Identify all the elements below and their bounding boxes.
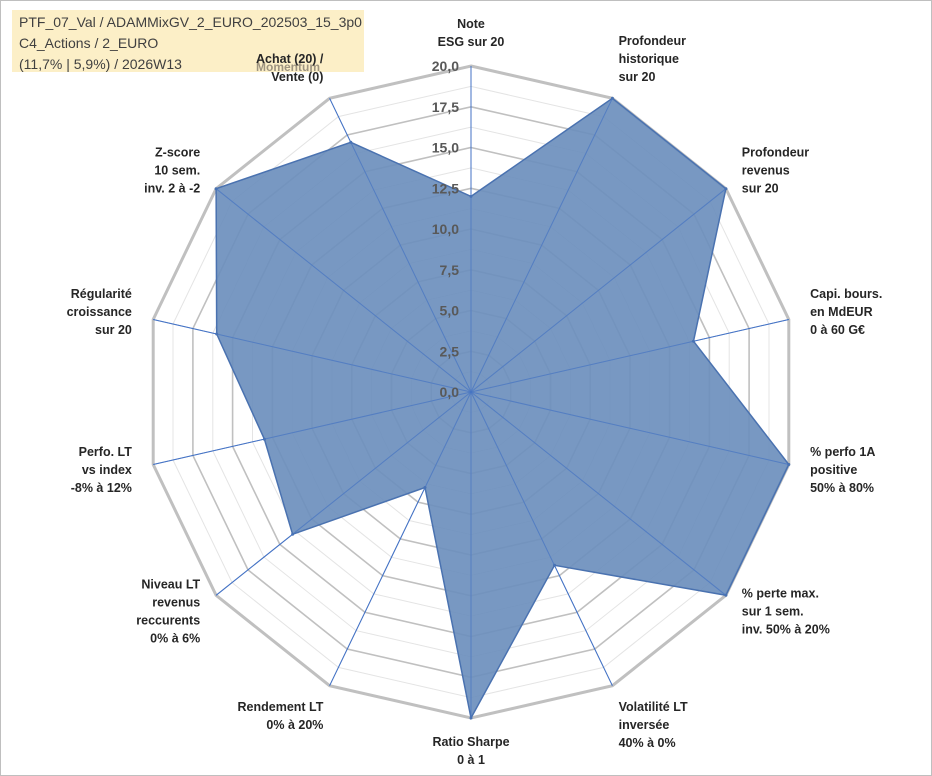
axis-spoke-overlay — [470, 391, 727, 596]
axis-label: Régularité croissance sur 20 — [67, 287, 132, 337]
axis-label-line: sur 1 sem. — [742, 605, 804, 619]
axis-label-line: historique — [619, 52, 679, 66]
axis-label-line: inv. 2 à -2 — [144, 181, 200, 195]
axis-label-line: revenus — [152, 596, 200, 610]
axis-spoke-overlay — [470, 391, 613, 686]
axis-spoke-overlay — [329, 98, 472, 393]
tick-label: 2,5 — [440, 343, 460, 359]
tick-label: 12,5 — [432, 180, 459, 196]
axis-label: Z-score 10 sem. inv. 2 à -2 — [144, 145, 200, 195]
tick-label: 20,0 — [432, 58, 459, 74]
axis-label-line: Note — [457, 17, 485, 31]
axis-spoke-overlay — [329, 391, 472, 686]
portfolio-category: C4_Actions / 2_EURO — [19, 35, 159, 51]
axis-label-line: reccurents — [136, 614, 200, 628]
axis-label-line: 0% à 20% — [266, 718, 323, 732]
axis-label: Profondeur revenus sur 20 — [742, 145, 809, 195]
axis-label-line: en MdEUR — [810, 305, 873, 319]
axis-label-line: % perte max. — [742, 587, 819, 601]
axis-label-line: Vente (0) — [271, 70, 323, 84]
axis-label-line: Volatilité LT — [619, 700, 688, 714]
axis-label: Rendement LT 0% à 20% — [238, 700, 324, 732]
axis-label-line: Capi. bours. — [810, 287, 882, 301]
axis-label-line: Régularité — [71, 287, 132, 301]
axis-label: % perfo 1A positive 50% à 80% — [810, 445, 875, 495]
axis-label-line: inversée — [619, 718, 670, 732]
axis-label-line: -8% à 12% — [71, 481, 132, 495]
tick-label: 7,5 — [440, 262, 460, 278]
radar-series — [153, 66, 791, 721]
tick-label: 0,0 — [440, 384, 460, 400]
axis-label-line: 40% à 0% — [619, 736, 676, 750]
axis-label-line: sur 20 — [742, 181, 779, 195]
axis-label: % perte max. sur 1 sem. inv. 50% à 20% — [742, 587, 830, 637]
axis-label-line: Achat (20) / — [256, 52, 324, 66]
axis-label-line: 0% à 6% — [150, 632, 200, 646]
axis-spoke-overlay — [470, 391, 789, 465]
axis-spoke-overlay — [470, 188, 727, 393]
axis-label-line: Profondeur — [742, 145, 809, 159]
portfolio-info-box — [12, 10, 364, 72]
axis-label-line: croissance — [67, 305, 132, 319]
axis-spoke-overlay — [470, 319, 789, 393]
axis-label: Achat (20) / Vente (0) — [256, 52, 324, 84]
axis-label: Capi. bours. en MdEUR 0 à 60 G€ — [810, 287, 882, 337]
axis-label: Profondeur historique sur 20 — [619, 34, 686, 84]
axis-spoke-overlay — [153, 319, 472, 393]
axis-label: Ratio Sharpe 0 à 1 — [432, 735, 509, 767]
axis-label: Perfo. LT vs index -8% à 12% — [71, 445, 133, 495]
radar-tick-labels: 0,0 2,5 5,0 7,5 10,0 12,5 15,0 17,5 20,0 — [432, 58, 459, 400]
axis-label-line: Perfo. LT — [79, 445, 133, 459]
axis-label-line: revenus — [742, 163, 790, 177]
axis-label-line: Rendement LT — [238, 700, 324, 714]
series-area — [215, 97, 790, 721]
axis-label-line: positive — [810, 463, 857, 477]
tick-label: 5,0 — [440, 303, 460, 319]
portfolio-title: PTF_07_Val / ADAMMixGV_2_EURO_202503_15_… — [19, 14, 362, 30]
tick-label: 17,5 — [432, 99, 459, 115]
axis-label-line: sur 20 — [619, 70, 656, 84]
axis-label-line: vs index — [82, 463, 132, 477]
axis-spoke-overlay — [470, 98, 613, 393]
axis-label-line: inv. 50% à 20% — [742, 623, 830, 637]
portfolio-stats: (11,7% | 5,9%) / 2026W13 — [19, 56, 182, 72]
axis-label-line: 50% à 80% — [810, 481, 874, 495]
axis-label-line: Z-score — [155, 145, 200, 159]
axis-label-line: 0 à 1 — [457, 753, 485, 767]
axis-label: Note ESG sur 20 — [438, 17, 505, 49]
axis-label-line: ESG sur 20 — [438, 35, 505, 49]
radar-axis-labels: Note ESG sur 20 Profondeur historique sur 20… — [67, 17, 883, 767]
axis-spoke-overlay — [215, 391, 472, 596]
axis-spoke-overlay — [153, 391, 472, 465]
axis-label-line: Profondeur — [619, 34, 686, 48]
axis-label-line: Ratio Sharpe — [432, 735, 509, 749]
axis-label-line: 0 à 60 G€ — [810, 323, 865, 337]
axis-label-line: sur 20 — [95, 323, 132, 337]
axis-label-line: 10 sem. — [154, 163, 200, 177]
axis-spoke-overlay — [215, 188, 472, 393]
axis-label-line: % perfo 1A — [810, 445, 875, 459]
axis-label: Niveau LT revenus reccurents 0% à 6% — [136, 578, 200, 646]
axis-label: Volatilité LT inversée 40% à 0% — [619, 700, 688, 750]
tick-label: 15,0 — [432, 140, 459, 156]
axis-label-line: Niveau LT — [141, 578, 200, 592]
tick-label: 10,0 — [432, 221, 459, 237]
momentum-group-label: Momentum — [256, 60, 320, 74]
